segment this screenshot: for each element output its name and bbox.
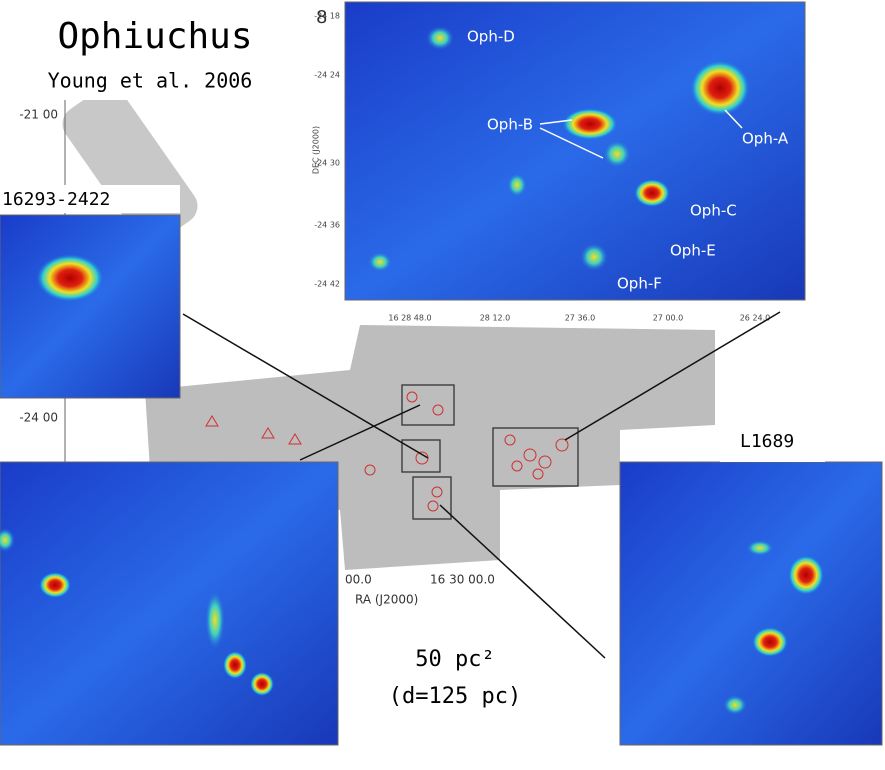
region-label: Oph-D — [467, 28, 515, 46]
area-box — [370, 625, 540, 725]
tick-label: -24 24 — [314, 71, 340, 80]
tick-label: 28 12.0 — [480, 314, 511, 323]
region-label: Oph-F — [617, 275, 662, 293]
tick-label: 27 00.0 — [653, 314, 684, 323]
region-label: Oph-A — [742, 130, 789, 148]
fragment: 8 — [316, 7, 327, 28]
region-label: Oph-B — [487, 116, 533, 134]
subtitle: Young et al. 2006 — [48, 69, 253, 93]
region-label: Oph-C — [690, 202, 737, 220]
slide: -21 00 -24 00 00.0 16 30 00.0 RA (J2000)… — [0, 0, 885, 770]
map-panel — [0, 215, 180, 398]
panel-label: L1689 — [740, 431, 794, 452]
tick-label: 16 28 48.0 — [388, 314, 431, 323]
map-panel — [345, 2, 805, 300]
axis-label: RA (J2000) — [355, 593, 418, 607]
tick-label: -21 00 — [19, 108, 58, 122]
area-text: 50 pc² — [415, 647, 494, 672]
axis-label: DEC (J2000) — [312, 126, 321, 174]
tick-label: -24 42 — [314, 280, 340, 289]
tick-label: -24 00 — [19, 411, 58, 425]
tick-label: 00.0 — [345, 573, 372, 587]
emission — [36, 254, 104, 302]
distance-text: (d=125 pc) — [389, 684, 521, 709]
title: Ophiuchus — [57, 16, 252, 57]
map-panel — [0, 462, 338, 745]
tick-label: 27 36.0 — [565, 314, 596, 323]
tick-label: 16 30 00.0 — [430, 573, 495, 587]
panel-label: 16293-2422 — [2, 189, 110, 210]
tick-label: -24 36 — [314, 221, 340, 230]
region-label: Oph-E — [670, 242, 716, 260]
map-panel — [620, 462, 882, 745]
